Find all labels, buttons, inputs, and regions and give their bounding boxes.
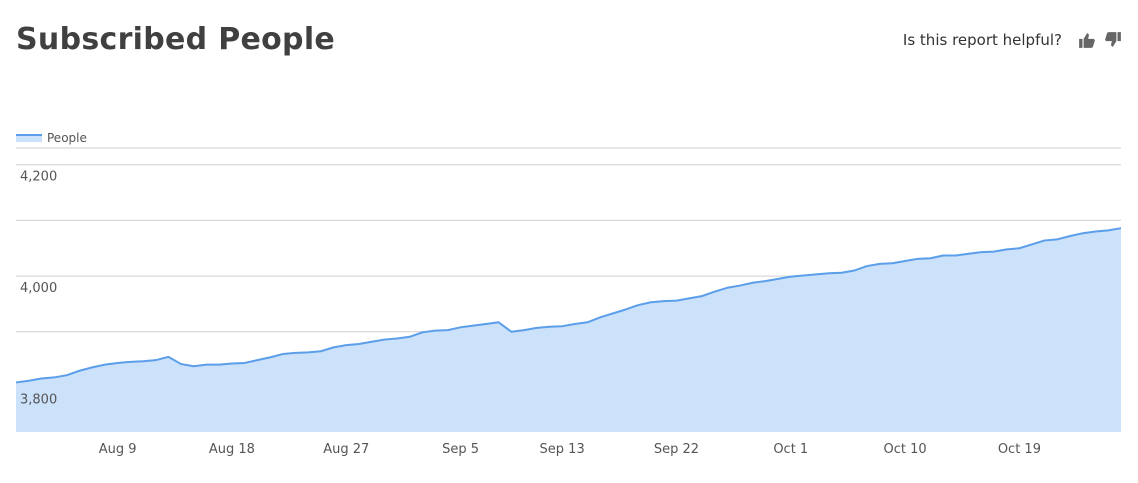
x-tick-label: Sep 22 bbox=[654, 442, 699, 457]
series-area-people bbox=[16, 228, 1121, 432]
legend-swatch-line-people bbox=[16, 134, 42, 136]
y-tick-label: 4,000 bbox=[20, 281, 57, 296]
legend-swatch-people bbox=[16, 134, 42, 142]
x-tick-label: Sep 5 bbox=[442, 442, 479, 457]
feedback-question: Is this report helpful? bbox=[902, 31, 1062, 49]
legend-label-people: People bbox=[47, 131, 87, 145]
series-line-people bbox=[15, 227, 1122, 384]
x-tick-label: Oct 19 bbox=[998, 442, 1041, 457]
y-tick-label: 4,200 bbox=[20, 170, 57, 185]
x-tick-label: Oct 1 bbox=[773, 442, 808, 457]
chart-legend: People bbox=[16, 131, 87, 145]
thumbs-down-icon[interactable] bbox=[1104, 31, 1122, 49]
x-tick-label: Oct 10 bbox=[884, 442, 927, 457]
thumbs-up-icon[interactable] bbox=[1078, 31, 1096, 49]
feedback-widget: Is this report helpful? bbox=[903, 31, 1122, 49]
x-tick-label: Aug 9 bbox=[99, 442, 137, 457]
x-tick-label: Sep 13 bbox=[540, 442, 585, 457]
y-axis-labels: 3,800 4,000 4,200 bbox=[20, 170, 57, 408]
x-tick-label: Aug 27 bbox=[323, 442, 369, 457]
x-axis-labels: Aug 9 Aug 18 Aug 27 Sep 5 Sep 13 Sep 22 Oct 1 O… bbox=[99, 442, 1041, 457]
page-title: Subscribed People bbox=[16, 22, 336, 57]
y-tick-label: 3,800 bbox=[20, 392, 57, 407]
x-tick-label: Aug 18 bbox=[209, 442, 255, 457]
